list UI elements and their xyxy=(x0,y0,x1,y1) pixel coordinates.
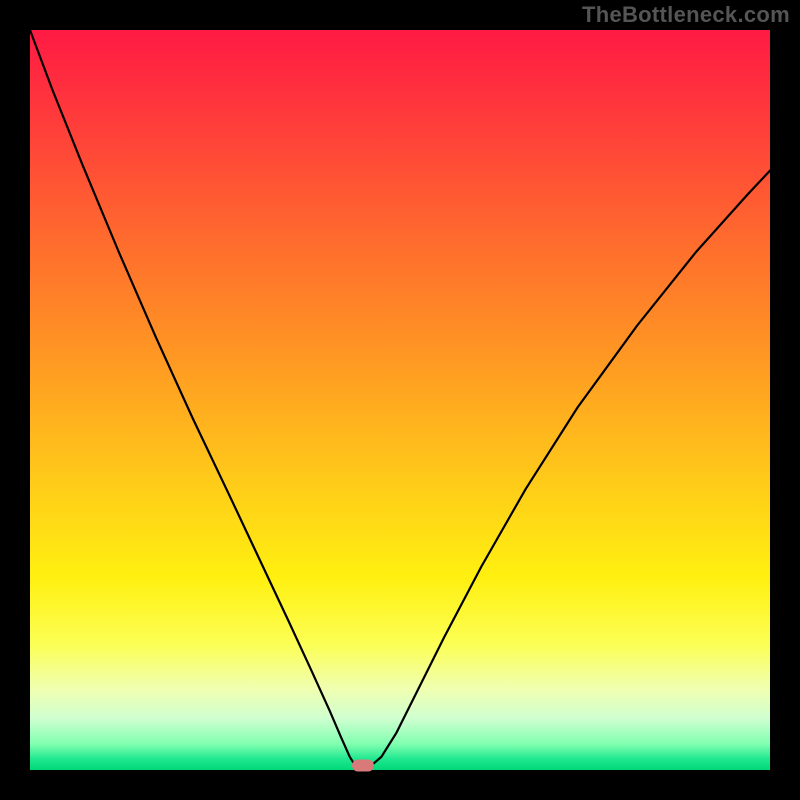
plot-area xyxy=(30,30,770,770)
bottleneck-chart xyxy=(0,0,800,800)
chart-container: TheBottleneck.com xyxy=(0,0,800,800)
watermark-text: TheBottleneck.com xyxy=(582,2,790,28)
minimum-marker xyxy=(352,760,374,772)
